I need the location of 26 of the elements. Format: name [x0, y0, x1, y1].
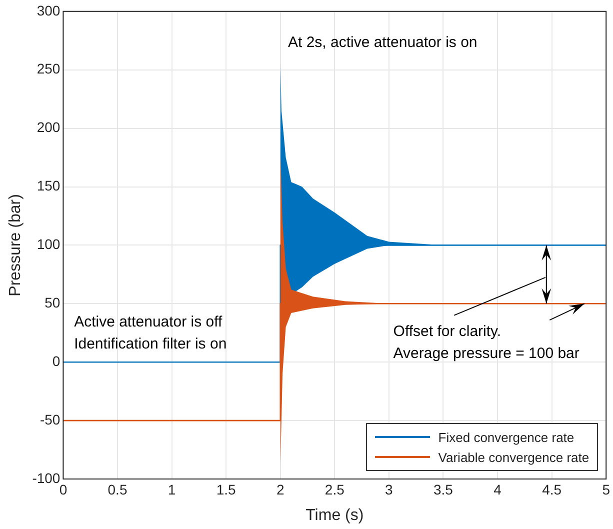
annotation: Offset for clarity. Average pressure = 100 bar [393, 322, 580, 362]
y-tick-label: 300 [36, 2, 60, 18]
y-tick-label: 0 [52, 352, 60, 369]
x-tick-label: 4.5 [542, 481, 562, 498]
annotation: At 2s, active attenuator is on [288, 34, 478, 52]
y-axis-title: Pressure (bar) [7, 194, 24, 296]
x-tick-label: 2 [276, 481, 284, 498]
annotation: Active attenuator is off Identification filter is on [74, 313, 227, 352]
x-tick-label: 0.5 [108, 481, 128, 498]
y-tick-label: -50 [40, 411, 60, 428]
x-tick-label: 1.5 [216, 481, 236, 498]
legend-label: Variable convergence rate [437, 448, 590, 467]
x-tick-label: 2.5 [324, 481, 345, 498]
x-tick-label: 5 [602, 481, 610, 498]
y-tick-label: 50 [44, 294, 60, 311]
y-tick-label: 100 [36, 236, 60, 252]
y-tick-label: 200 [36, 119, 60, 136]
x-tick-label: 1 [168, 481, 176, 498]
x-tick-label: 4 [494, 481, 502, 498]
legend-label: Fixed convergence rate [437, 428, 576, 447]
x-axis-title: Time (s) [306, 506, 364, 524]
y-tick-label: -100 [32, 470, 60, 486]
y-tick-label: 150 [36, 178, 60, 194]
x-tick-label: 3 [385, 481, 394, 498]
y-tick-label: 250 [36, 60, 60, 77]
x-tick-label: 3.5 [434, 481, 454, 498]
